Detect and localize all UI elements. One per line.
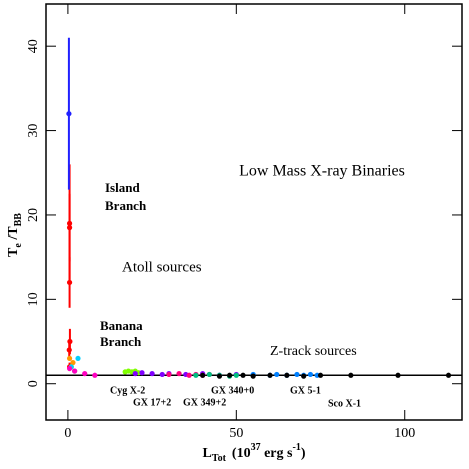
point [267, 372, 273, 378]
y-axis-label: Te /TBB [6, 213, 24, 257]
point [92, 372, 98, 378]
point [395, 372, 401, 378]
point [186, 372, 192, 378]
point [216, 373, 223, 379]
annotation: Island [105, 180, 140, 195]
point [70, 360, 76, 366]
point [66, 355, 73, 362]
point [200, 372, 206, 378]
point [132, 370, 138, 377]
y-tick-label: 40 [26, 39, 41, 53]
point [250, 373, 256, 379]
point [166, 371, 172, 378]
point [66, 279, 73, 286]
point [206, 371, 212, 378]
plot-frame [45, 3, 463, 421]
point [66, 111, 72, 117]
point [149, 370, 155, 377]
point [274, 371, 280, 378]
x-tick-label: 50 [229, 426, 243, 441]
source-label: GX 17+2 [133, 397, 171, 408]
point [294, 371, 300, 378]
point [139, 370, 145, 376]
y-tick-label: 20 [26, 208, 41, 222]
chart-title: Low Mass X-ray Binaries [239, 163, 405, 180]
y-tick-label: 0 [26, 380, 41, 387]
source-label: GX 5-1 [290, 385, 321, 396]
point [82, 370, 88, 377]
source-label: GX 349+2 [183, 397, 226, 408]
point [445, 372, 452, 378]
point [67, 338, 73, 345]
y-tick-label: 10 [26, 292, 41, 306]
y-tick-label: 30 [26, 124, 41, 138]
x-tick-label: 100 [394, 426, 415, 441]
point [284, 372, 290, 378]
point [193, 372, 199, 378]
point [66, 225, 73, 231]
point [317, 372, 324, 378]
label-part: ) [301, 446, 306, 461]
label-part: -1 [292, 442, 300, 453]
point [176, 370, 182, 377]
x-tick-label: 0 [64, 426, 71, 441]
annotation: Z-track sources [270, 344, 357, 359]
label-part: /T [6, 226, 21, 243]
label-part: Tot [212, 453, 227, 464]
point [226, 372, 233, 378]
label-part: (10 [232, 446, 251, 461]
point [75, 355, 81, 362]
point [348, 372, 354, 378]
annotation: Atoll sources [122, 259, 202, 275]
point [159, 371, 165, 378]
source-label: GX 340+0 [211, 385, 254, 396]
source-label: Cyg X-2 [110, 385, 145, 396]
annotation: Banana [100, 318, 143, 333]
point [66, 347, 72, 353]
source-label: Sco X-1 [328, 398, 361, 409]
point [66, 220, 73, 226]
x-axis-label: LTot (1037 erg s-1) [202, 442, 305, 464]
label-part: e [13, 243, 24, 248]
label-part: T [6, 247, 21, 257]
point [240, 372, 246, 378]
label-part: BB [13, 213, 24, 227]
point [233, 372, 239, 378]
annotation: Branch [105, 198, 147, 213]
annotation: Branch [100, 334, 142, 349]
point [301, 373, 307, 379]
point [66, 365, 73, 372]
label-part: L [202, 446, 211, 461]
point [307, 371, 314, 378]
label-part: erg s [261, 446, 293, 461]
point [72, 368, 78, 374]
label-part: 37 [251, 442, 261, 453]
